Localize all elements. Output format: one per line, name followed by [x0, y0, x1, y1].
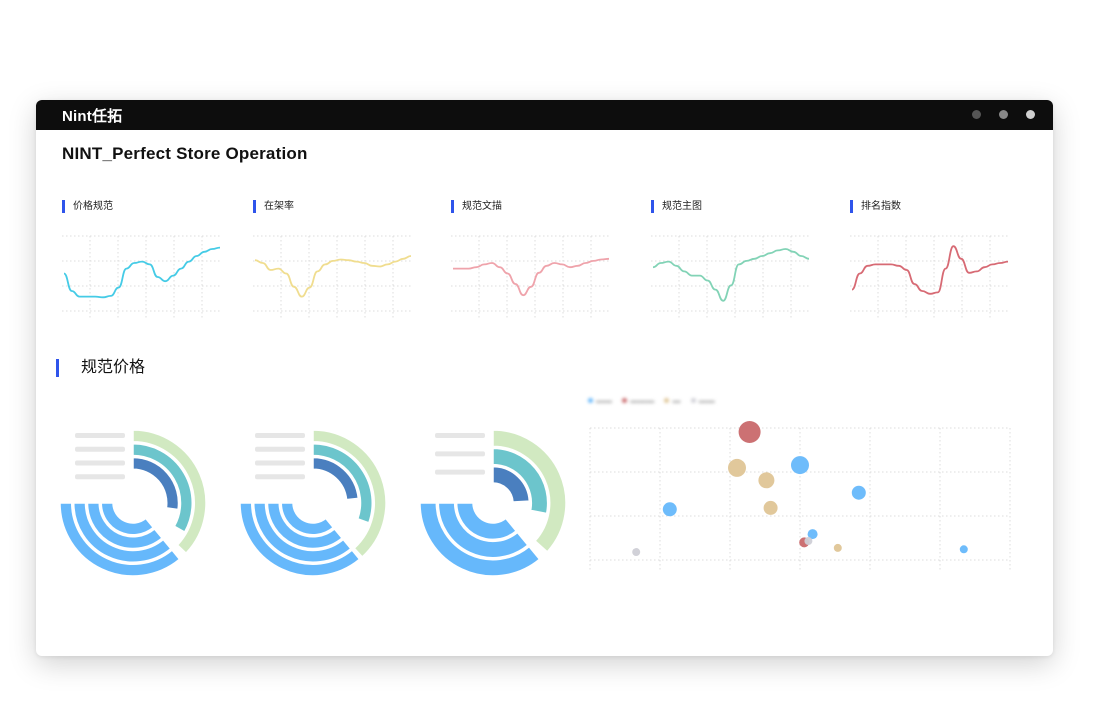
- ring-value-segment: [492, 429, 567, 553]
- ring-label: [255, 433, 305, 438]
- ring-value-segment: [132, 442, 193, 534]
- series-line: [453, 257, 610, 297]
- bubble-point: [632, 548, 641, 557]
- ring-label: [75, 460, 125, 466]
- series-line: [254, 255, 412, 298]
- bubble-point: [959, 545, 968, 554]
- ring-value-segment: [492, 465, 531, 503]
- ring-label: [75, 446, 125, 452]
- window-control-dot[interactable]: [999, 110, 1008, 119]
- ring-base-segment: [280, 502, 335, 536]
- ring-base-segment: [419, 502, 541, 577]
- window-control-dot[interactable]: [972, 110, 981, 119]
- bubble-point: [728, 458, 746, 477]
- center-hole: [476, 486, 510, 520]
- line-chart: [651, 235, 811, 318]
- ring-base-segment: [86, 502, 164, 550]
- line-chart: [62, 235, 222, 318]
- chart-title: 排名指数: [850, 200, 901, 213]
- chart-title: 价格规范: [62, 200, 113, 213]
- ring-value-segment: [312, 456, 360, 501]
- ring-base-segment: [59, 502, 181, 577]
- mini-chart-ranking: 排名指数: [850, 200, 1014, 320]
- bubble-point: [763, 500, 778, 515]
- ring-base-segment: [252, 502, 352, 563]
- polar-bar-chart: [419, 429, 567, 577]
- ring-base-segment: [266, 502, 344, 550]
- mini-chart-price: 价格规范: [62, 200, 226, 320]
- bubble-point: [851, 485, 866, 500]
- ring-label: [75, 474, 125, 480]
- bubble-point: [791, 456, 809, 475]
- ring-base-segment: [72, 502, 172, 563]
- chart-legend: ▬▬ ▬▬▬ ▬ ▬▬: [588, 396, 723, 405]
- bubble-point: [804, 537, 813, 546]
- app-window: Nint任拓 NINT_Perfect Store Operation 价格规范…: [36, 100, 1053, 656]
- mini-chart-main-image: 规范主图: [651, 200, 815, 320]
- series-line: [63, 246, 221, 299]
- series-line: [652, 248, 810, 302]
- bubble-chart: [589, 421, 1011, 572]
- mini-chart-description: 规范文描: [451, 200, 615, 320]
- chart-title: 规范文描: [451, 200, 502, 213]
- ring-value-segment: [132, 456, 180, 511]
- section-title: 规范价格: [56, 359, 145, 377]
- ring-label: [255, 474, 305, 480]
- ring-base-segment: [437, 502, 529, 559]
- chart-title: 规范主图: [651, 200, 702, 213]
- bubble-point: [833, 543, 842, 552]
- mini-chart-shelf-rate: 在架率: [253, 200, 417, 320]
- ring-value-segment: [492, 447, 549, 515]
- ring-label: [435, 469, 485, 475]
- ring-label: [255, 460, 305, 466]
- bubble-point: [807, 529, 818, 540]
- window-control-dot[interactable]: [1026, 110, 1035, 119]
- ring-label: [435, 451, 485, 457]
- line-chart: [253, 235, 413, 318]
- ring-base-segment: [239, 502, 361, 577]
- center-hole: [116, 486, 150, 520]
- ring-base-segment: [100, 502, 155, 536]
- polar-bar-chart: [59, 429, 207, 577]
- brand-logo: Nint任拓: [62, 108, 123, 125]
- ring-label: [435, 433, 485, 438]
- center-hole: [296, 486, 330, 520]
- title-bar: Nint任拓: [36, 100, 1053, 130]
- ring-label: [255, 446, 305, 452]
- series-line: [851, 245, 1009, 295]
- ring-value-segment: [132, 429, 207, 555]
- ring-value-segment: [312, 442, 373, 524]
- ring-value-segment: [312, 429, 387, 558]
- ring-label: [75, 433, 125, 438]
- polar-bar-chart: [239, 429, 387, 577]
- bubble-point: [758, 472, 775, 489]
- chart-title: 在架率: [253, 200, 294, 213]
- line-chart: [451, 235, 611, 318]
- page-title: NINT_Perfect Store Operation: [62, 144, 308, 163]
- bubble-point: [738, 421, 761, 443]
- bubble-point: [662, 502, 677, 517]
- line-chart: [850, 235, 1010, 318]
- ring-base-segment: [455, 502, 518, 541]
